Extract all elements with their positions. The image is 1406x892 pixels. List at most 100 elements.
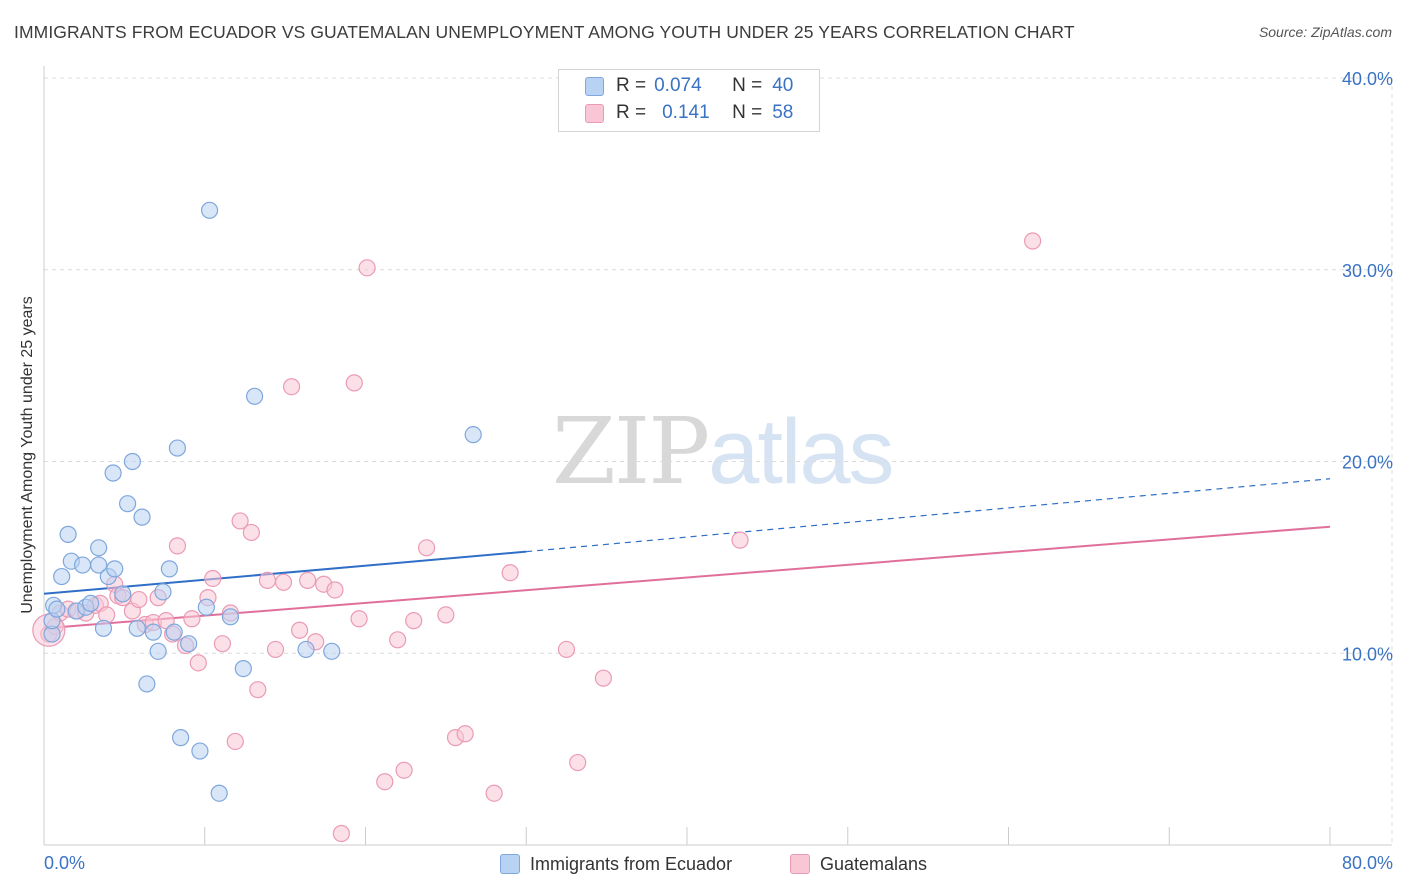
ecuador-point xyxy=(144,623,162,641)
legend-r-label: R = xyxy=(616,75,647,96)
watermark-zip: ZIP xyxy=(552,398,710,505)
ecuador-point xyxy=(123,452,142,471)
guatemalans-point xyxy=(358,259,376,277)
legend-n-value: 58 xyxy=(772,102,794,123)
legend-n-label: N = xyxy=(732,102,763,123)
ecuador-point xyxy=(73,556,92,574)
legend-swatch-pink xyxy=(585,103,604,123)
ecuador-point xyxy=(59,525,77,543)
ecuador-point xyxy=(168,439,187,457)
chart-title: IMMIGRANTS FROM ECUADOR VS GUATEMALAN UN… xyxy=(14,22,1075,42)
guatemalans-point xyxy=(417,539,436,557)
ecuador-point xyxy=(210,784,228,802)
source-label: Source: ZipAtlas.com xyxy=(1258,24,1392,40)
bottom-legend-label-ecuador: Immigrants from Ecuador xyxy=(530,853,733,874)
y-tick-label: 20.0% xyxy=(1342,453,1393,473)
guatemalans-point xyxy=(168,537,187,555)
ecuador-point xyxy=(90,539,108,557)
guatemalans-point xyxy=(299,571,317,589)
guatemalans-point xyxy=(332,824,350,843)
bottom-legend-ecuador: Immigrants from Ecuador xyxy=(500,852,732,876)
ecuador-point xyxy=(128,619,146,637)
bottom-legend-swatch-pink xyxy=(790,854,810,874)
ecuador-point xyxy=(104,464,122,482)
guatemalans-point xyxy=(183,610,201,628)
guatemalans-point xyxy=(290,621,309,639)
ecuador-point xyxy=(149,642,167,660)
axes xyxy=(43,66,1392,846)
legend-swatch-blue xyxy=(585,76,604,96)
ecuador-point xyxy=(221,608,240,626)
legend-n-value: 40 xyxy=(772,75,794,96)
watermark-atlas: atlas xyxy=(708,401,894,503)
legend-row-ecuador: R = 0.074 N = 40 xyxy=(585,74,793,98)
guatemalans-point xyxy=(437,606,455,624)
ecuador-point xyxy=(90,556,108,574)
ecuador-point xyxy=(53,567,71,586)
guatemalans-point xyxy=(242,523,260,542)
guatemalans-point xyxy=(376,773,394,791)
guatemalans-point xyxy=(501,564,519,582)
ecuador-point xyxy=(234,659,252,678)
guatemalans-point xyxy=(231,512,249,530)
guatemalans-point xyxy=(345,374,363,392)
guatemalans-point xyxy=(594,669,613,687)
guatemalans-point xyxy=(258,571,277,589)
gridlines xyxy=(44,77,1393,845)
bottom-legend-swatch-blue xyxy=(500,854,520,874)
guatemalans-points xyxy=(32,232,1042,843)
guatemalans-point xyxy=(130,590,148,609)
guatemalans-point xyxy=(326,581,344,599)
ecuador-point xyxy=(464,426,482,444)
guatemalans-point xyxy=(1024,232,1042,250)
guatemalans-point xyxy=(274,573,293,591)
ecuador-point xyxy=(172,729,190,747)
bottom-legend-guatemalans: Guatemalans xyxy=(790,852,927,876)
ecuador-point xyxy=(138,675,156,693)
guatemalans-point xyxy=(350,610,368,628)
y-axis-label: Unemployment Among Youth under 25 years xyxy=(19,296,36,614)
ecuador-point xyxy=(160,560,178,578)
ecuador-point xyxy=(200,201,219,219)
guatemalans-point xyxy=(249,681,267,699)
legend-n-label: N = xyxy=(732,75,763,96)
ecuador-point xyxy=(48,600,66,618)
guatemalans-point xyxy=(282,378,301,396)
y-tick-label: 10.0% xyxy=(1342,644,1393,664)
legend-row-guatemalans: R = 0.141 N = 58 xyxy=(585,101,793,125)
tick-labels: 10.0% 20.0% 30.0% 40.0% 0.0% 80.0% xyxy=(44,69,1393,873)
ecuador-point xyxy=(323,642,341,660)
trend-lines xyxy=(43,478,1331,630)
correlation-legend: R = 0.074 N = 40 R = 0.141 N = 58 xyxy=(558,69,820,132)
guatemalans-point xyxy=(266,640,285,659)
guatemalans-point xyxy=(226,732,244,751)
guatemalans-point xyxy=(204,569,222,588)
ecuador-point xyxy=(133,508,151,526)
guatemalans-point xyxy=(731,531,749,549)
ecuador-point xyxy=(245,387,264,405)
ecuador-point xyxy=(191,742,209,760)
guatemalans-point xyxy=(405,612,423,630)
guatemalans-point xyxy=(213,635,232,653)
ecuador-point xyxy=(154,583,172,601)
x-tick-label: 80.0% xyxy=(1342,853,1393,873)
ecuador-point xyxy=(118,495,137,513)
ecuador-point xyxy=(180,635,198,653)
ecuador-points xyxy=(43,201,482,802)
x-tick-label: 0.0% xyxy=(44,853,85,873)
ecuador-point xyxy=(82,594,100,612)
y-tick-label: 40.0% xyxy=(1342,69,1393,89)
guatemalans-point xyxy=(569,753,587,772)
ecuador-point xyxy=(297,640,315,659)
guatemalans-point xyxy=(395,761,413,779)
guatemalans-point xyxy=(485,784,503,802)
ecuador-point xyxy=(106,560,124,578)
ecuador-point xyxy=(114,585,132,603)
ecuador-point xyxy=(197,598,215,616)
watermark: ZIPatlas xyxy=(552,398,895,505)
legend-r-label: R = xyxy=(616,102,647,123)
ecuador-point xyxy=(94,619,113,637)
ecuador-trend-extension xyxy=(526,478,1331,553)
legend-r-value: 0.074 xyxy=(654,75,702,96)
guatemalans-point xyxy=(389,631,407,649)
